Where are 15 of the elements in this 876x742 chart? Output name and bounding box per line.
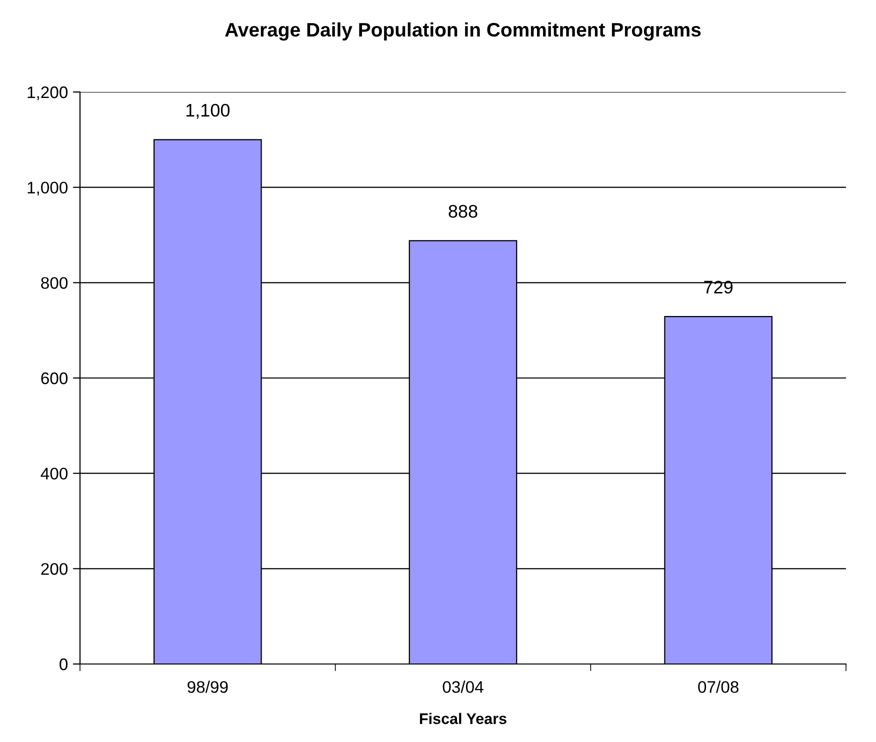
x-axis-title: Fiscal Years (420, 712, 506, 724)
y-tick-label: 600 (41, 372, 68, 384)
x-tick-label: 03/04 (442, 680, 484, 693)
y-tick-label: 1,200 (28, 86, 68, 100)
data-label: 888 (448, 204, 478, 218)
data-label: 729 (704, 280, 733, 294)
y-tick-label: 200 (41, 563, 68, 575)
y-tick-label: 400 (40, 468, 68, 480)
y-tick-label: 1,000 (28, 182, 68, 196)
x-tick-label: 98/99 (188, 680, 228, 693)
chart-title: Average Daily Population in Commitment Programs (225, 22, 701, 41)
y-tick-label: 0 (60, 658, 68, 670)
y-tick-label: 800 (41, 277, 68, 289)
data-label: 1,100 (186, 104, 230, 119)
x-tick-label: 07/08 (698, 680, 738, 693)
